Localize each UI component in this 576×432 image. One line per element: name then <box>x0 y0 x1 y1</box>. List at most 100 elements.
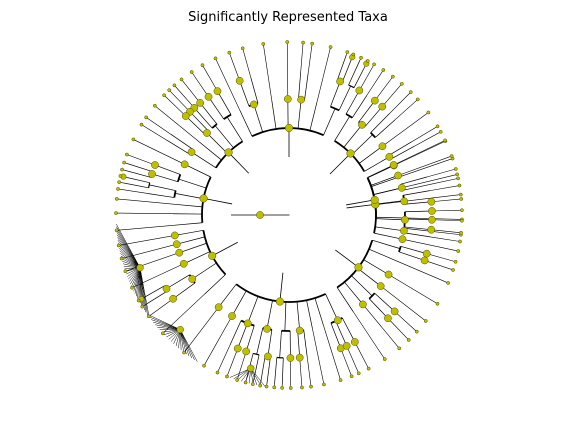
taxon-node <box>264 352 272 361</box>
taxon-node <box>200 63 205 68</box>
fan-branch <box>133 267 141 292</box>
branch <box>387 318 409 341</box>
branch <box>299 357 303 388</box>
branch <box>211 241 238 257</box>
taxon-node <box>122 160 126 165</box>
taxon-node <box>203 129 211 137</box>
branch <box>401 174 458 189</box>
branch <box>256 327 264 355</box>
taxon-node <box>435 301 440 306</box>
taxon-node <box>300 385 304 390</box>
taxon-node <box>199 194 208 203</box>
branch <box>352 311 385 360</box>
branch <box>431 231 461 236</box>
branch <box>203 198 233 205</box>
taxon-node <box>263 325 271 333</box>
root-point <box>288 214 290 216</box>
branch <box>245 325 255 352</box>
branch <box>298 72 302 100</box>
fan-branch <box>149 316 181 330</box>
branch <box>208 96 225 120</box>
taxon-node <box>256 211 264 219</box>
taxon-node <box>114 228 119 233</box>
taxon-node <box>272 385 277 390</box>
taxon-node <box>389 161 398 169</box>
branch <box>404 218 432 221</box>
taxon-node <box>322 382 326 387</box>
fan-branch <box>119 247 141 268</box>
taxon-node <box>224 148 233 157</box>
taxon-node <box>384 314 392 323</box>
branch <box>364 106 383 128</box>
branch <box>266 300 273 329</box>
fan-branch <box>119 250 141 268</box>
branch <box>390 145 415 160</box>
branch <box>393 140 446 166</box>
fan-branch <box>180 329 190 357</box>
branch <box>394 311 417 332</box>
branch <box>204 274 226 295</box>
branch <box>388 141 412 156</box>
taxon-node <box>261 42 266 46</box>
clade-arc <box>345 113 353 119</box>
fan-branch <box>120 253 141 268</box>
taxon-node <box>345 50 350 54</box>
branch <box>424 260 454 271</box>
taxon-node <box>354 263 363 272</box>
taxon-node <box>365 59 370 63</box>
branch <box>174 229 204 236</box>
branch <box>172 282 196 300</box>
taxon-node <box>114 197 119 201</box>
fan-branch <box>155 324 181 330</box>
taxon-node <box>309 384 313 389</box>
branch <box>375 119 396 138</box>
branch <box>309 102 318 131</box>
fan-branch <box>157 327 181 330</box>
branch <box>126 163 153 172</box>
fan-branch <box>179 329 187 355</box>
fan-branch <box>180 329 198 362</box>
branch <box>192 262 217 280</box>
branch <box>117 188 148 194</box>
taxon-node <box>283 95 292 103</box>
branch <box>351 275 373 297</box>
branch <box>362 304 400 349</box>
branch <box>314 297 324 326</box>
fan-branch <box>147 314 181 330</box>
taxon-node <box>169 294 177 303</box>
branch <box>395 260 449 284</box>
branch <box>170 134 194 150</box>
taxon-node <box>284 123 294 133</box>
branch <box>183 251 211 265</box>
branch <box>279 330 282 358</box>
branch <box>358 100 376 123</box>
branch <box>375 226 404 232</box>
branch <box>141 124 168 141</box>
taxon-node <box>167 88 172 93</box>
branch <box>194 107 213 129</box>
branch <box>367 165 395 179</box>
taxon-node <box>240 46 245 51</box>
fan-branch <box>120 255 141 268</box>
taxon-node <box>136 264 144 272</box>
taxon-node <box>415 97 420 102</box>
branch <box>214 125 234 149</box>
branch <box>329 153 351 175</box>
branch <box>382 112 429 147</box>
branch <box>374 292 395 312</box>
branch <box>226 348 239 377</box>
branch <box>395 99 418 120</box>
branch <box>297 99 302 129</box>
branch <box>316 46 331 103</box>
taxon-node <box>460 218 464 223</box>
branch <box>336 54 347 81</box>
branch <box>342 317 356 343</box>
branch <box>297 330 301 358</box>
taxon-node <box>123 269 128 274</box>
taxon-node <box>455 172 460 177</box>
branch <box>166 140 191 155</box>
branch <box>163 95 186 117</box>
branch <box>336 287 354 312</box>
branch <box>397 155 452 176</box>
taxon-node <box>225 374 229 379</box>
